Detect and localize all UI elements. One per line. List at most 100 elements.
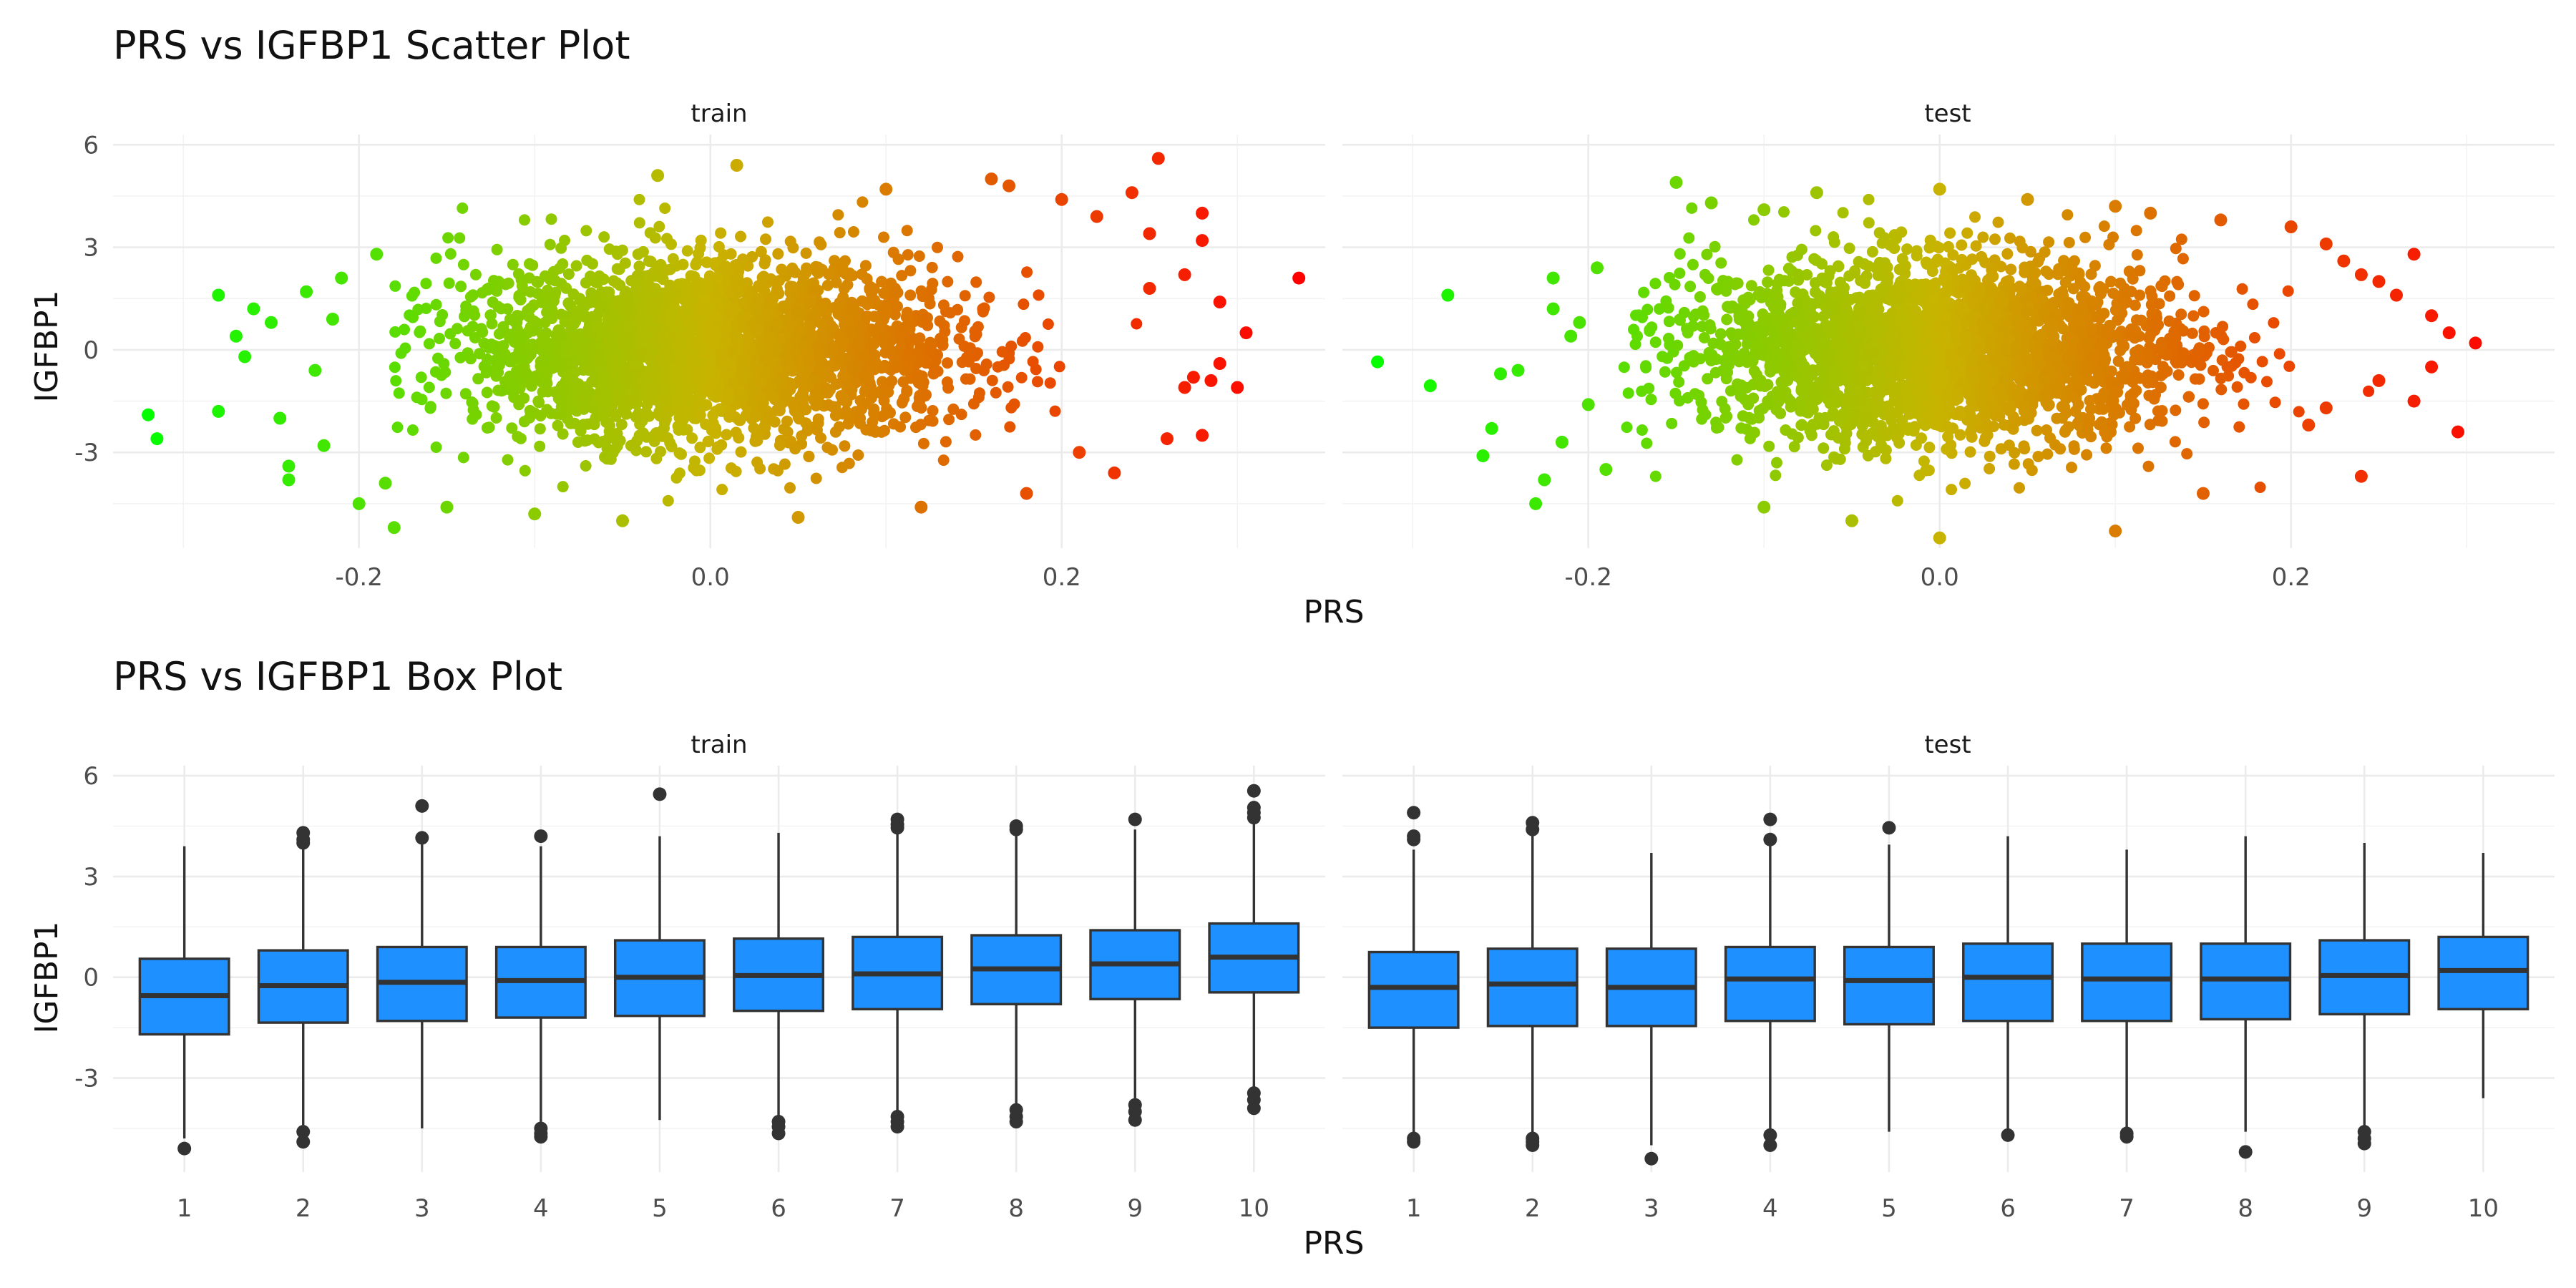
scatter-point [1863, 217, 1875, 229]
scatter-point [1018, 298, 1030, 311]
scatter-point [762, 216, 774, 228]
scatter-point [598, 395, 610, 407]
scatter-point [457, 258, 469, 270]
scatter-point [442, 232, 454, 244]
scatter-point [750, 354, 761, 366]
scatter-point [1008, 398, 1020, 410]
scatter-point [835, 331, 847, 343]
scatter-point [430, 252, 442, 264]
scatter-point [619, 257, 631, 269]
scatter-point [814, 364, 826, 376]
scatter-point [597, 406, 610, 419]
scatter-point [1636, 424, 1648, 436]
scatter-point [618, 336, 630, 348]
scatter-point [2124, 421, 2136, 433]
scatter-point [409, 286, 421, 298]
scatter-point [2094, 312, 2106, 324]
scatter-point [1213, 357, 1226, 370]
scatter-point [390, 375, 402, 387]
scatter-point [703, 435, 715, 447]
scatter-point [963, 344, 975, 356]
scatter-point [688, 353, 700, 365]
scatter-point [1178, 381, 1191, 394]
scatter-point [772, 248, 784, 260]
scatter-point [2170, 404, 2182, 416]
scatter-point [370, 248, 384, 261]
scatter-point [1674, 248, 1686, 260]
scatter-point [1032, 341, 1044, 353]
scatter-point [839, 313, 850, 325]
scatter-point [581, 254, 593, 266]
scatter-point [1964, 446, 1976, 458]
scatter-point [877, 331, 889, 343]
scatter-point [737, 297, 749, 309]
scatter-point [926, 261, 938, 273]
scatter-point [553, 263, 565, 275]
scatter-point [532, 395, 545, 407]
scatter-point [595, 298, 608, 311]
scatter-point [611, 303, 623, 315]
scatter-point [2268, 317, 2280, 329]
scatter-point [978, 302, 990, 314]
scatter-point [691, 464, 703, 477]
scatter-point [655, 425, 668, 437]
scatter-point [751, 293, 763, 305]
scatter-point [680, 295, 692, 307]
scatter-point [1239, 326, 1253, 340]
scatter-point [914, 332, 926, 344]
scatter-point [832, 209, 844, 221]
scatter-point [852, 449, 864, 461]
scatter-point [2282, 285, 2294, 297]
scatter-point [542, 386, 554, 398]
scatter-point [2177, 253, 2189, 265]
scatter-point [1888, 383, 1900, 395]
scatter-point [970, 276, 982, 288]
scatter-point [791, 306, 803, 318]
scatter-point [1663, 316, 1675, 328]
scatter-point [2075, 304, 2087, 316]
scatter-point [665, 352, 676, 364]
scatter-point [615, 419, 628, 431]
scatter-point [2153, 298, 2165, 310]
scatter-point [2231, 381, 2243, 393]
scatter-point [506, 422, 518, 434]
scatter-point [1956, 239, 1968, 251]
scatter-point [1733, 328, 1745, 341]
scatter-point [532, 276, 545, 288]
scatter-point [602, 337, 614, 348]
scatter-point [1984, 450, 1996, 462]
scatter-point [1911, 245, 1923, 257]
scatter-point [2079, 280, 2091, 293]
scatter-point [478, 337, 490, 349]
scatter-point [423, 338, 435, 350]
scatter-point [859, 371, 871, 383]
scatter-point [2221, 361, 2233, 373]
scatter-point [2062, 421, 2074, 433]
scatter-point [764, 411, 776, 422]
scatter-point [570, 343, 582, 355]
scatter-point [785, 282, 797, 294]
scatter-point [464, 291, 477, 303]
scatter-point [399, 323, 410, 336]
scatter-point [2066, 462, 2077, 474]
scatter-point [1989, 254, 2001, 266]
scatter-point [2039, 246, 2051, 258]
scatter-point [794, 326, 806, 338]
scatter-point [539, 341, 551, 353]
scatter-point [694, 441, 706, 454]
scatter-point [1891, 494, 1903, 507]
scatter-point [694, 409, 706, 421]
scatter-point [2130, 225, 2142, 237]
scatter-point [927, 361, 940, 373]
scatter-point [416, 394, 428, 406]
scatter-point [2003, 439, 2015, 452]
scatter-point [1719, 412, 1732, 424]
scatter-point [672, 325, 684, 337]
scatter-point [488, 275, 499, 287]
scatter-point [900, 311, 912, 323]
scatter-point [2032, 255, 2044, 268]
scatter-point [675, 336, 687, 348]
scatter-point [2245, 371, 2257, 384]
scatter-point [452, 323, 463, 335]
scatter-point [707, 409, 719, 421]
